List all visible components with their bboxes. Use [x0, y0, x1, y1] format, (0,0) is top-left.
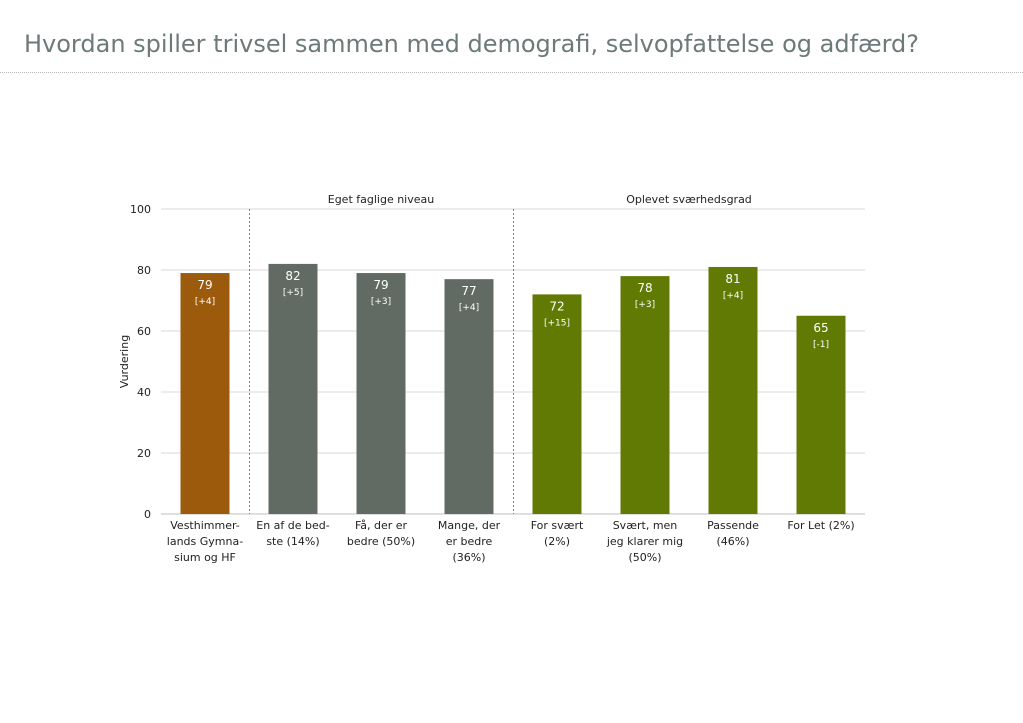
y-tick-label: 80	[137, 264, 151, 277]
page-title: Hvordan spiller trivsel sammen med demog…	[24, 30, 919, 58]
x-tick-label: Svært, men jeg klarer mig (50%)	[606, 519, 683, 564]
bar-value-label: 82	[285, 269, 300, 283]
x-tick-label: En af de bed-ste (14%)	[256, 519, 330, 548]
bar	[444, 279, 494, 514]
bar-value-label: 78	[637, 281, 652, 295]
bar	[708, 266, 758, 514]
x-tick-label: Vesthimmer-lands Gymna-sium og HF	[167, 519, 243, 564]
x-tick-label: For svært (2%)	[531, 519, 584, 548]
title-divider	[0, 72, 1023, 73]
bar-change-label: [+5]	[283, 288, 303, 298]
bar-value-label: 79	[373, 278, 388, 292]
bar-change-label: [+3]	[371, 297, 391, 307]
bar-value-label: 77	[461, 284, 476, 298]
y-axis-label: Vurdering	[118, 335, 131, 388]
y-tick-label: 40	[137, 386, 151, 399]
bar-value-label: 72	[549, 299, 564, 313]
bar-change-label: [+3]	[635, 300, 655, 310]
bar-value-label: 65	[813, 321, 828, 335]
x-tick-label: Få, der er bedre (50%)	[347, 519, 415, 548]
x-tick-label: For Let (2%)	[787, 519, 854, 532]
bar-value-label: 79	[197, 278, 212, 292]
bar	[268, 263, 318, 514]
y-tick-label: 60	[137, 325, 151, 338]
x-tick-label: Mange, der er bedre (36%)	[438, 519, 501, 564]
bar	[796, 315, 846, 514]
bar	[532, 294, 582, 514]
bar	[356, 273, 406, 514]
group-label: Oplevet sværhedsgrad	[626, 193, 752, 206]
bar	[180, 273, 230, 514]
bar	[620, 276, 670, 514]
y-tick-label: 20	[137, 447, 151, 460]
bar-change-label: [+4]	[723, 291, 743, 301]
y-tick-label: 0	[144, 508, 151, 521]
y-tick-label: 100	[130, 203, 151, 216]
x-tick-label: Passende (46%)	[707, 519, 759, 548]
bar-change-label: [+4]	[195, 297, 215, 307]
group-label: Eget faglige niveau	[328, 193, 434, 206]
bar-change-label: [+4]	[459, 303, 479, 313]
bar-change-label: [-1]	[813, 340, 829, 350]
bar-change-label: [+15]	[544, 318, 570, 328]
bar-value-label: 81	[725, 272, 740, 286]
